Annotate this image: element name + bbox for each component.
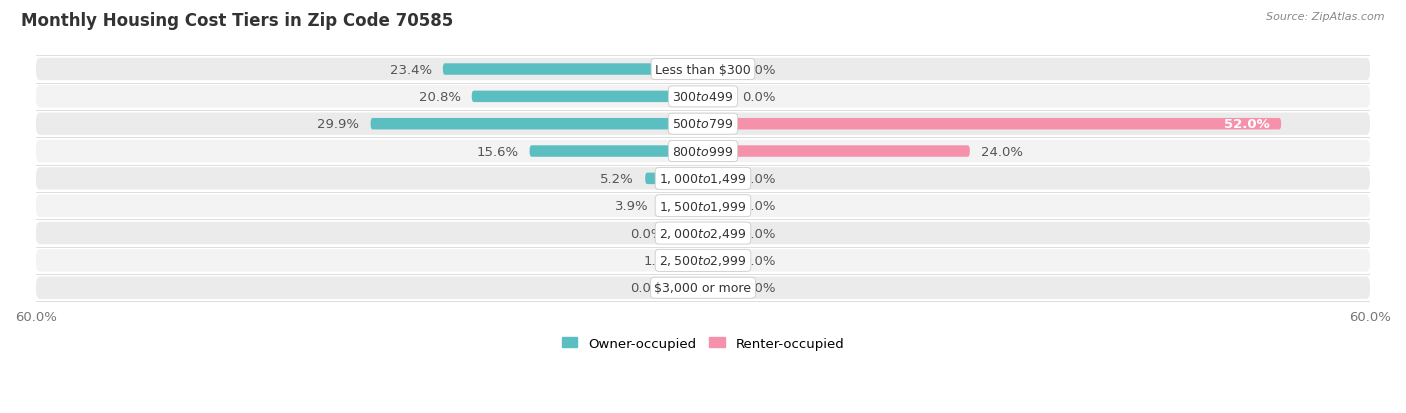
FancyBboxPatch shape [703,255,731,266]
Legend: Owner-occupied, Renter-occupied: Owner-occupied, Renter-occupied [557,331,849,355]
FancyBboxPatch shape [675,228,703,239]
FancyBboxPatch shape [37,140,1369,163]
Text: 0.0%: 0.0% [742,90,776,104]
Text: 0.0%: 0.0% [630,227,664,240]
FancyBboxPatch shape [472,91,703,103]
Text: 3.9%: 3.9% [614,200,648,213]
FancyBboxPatch shape [689,255,703,266]
FancyBboxPatch shape [530,146,703,157]
FancyBboxPatch shape [659,200,703,212]
Text: 0.0%: 0.0% [742,227,776,240]
Text: 0.0%: 0.0% [630,282,664,294]
Text: 24.0%: 24.0% [981,145,1024,158]
FancyBboxPatch shape [37,249,1369,272]
Text: 0.0%: 0.0% [742,200,776,213]
Text: 0.0%: 0.0% [742,282,776,294]
FancyBboxPatch shape [645,173,703,185]
Text: $1,000 to $1,499: $1,000 to $1,499 [659,172,747,186]
Text: 0.0%: 0.0% [742,63,776,76]
FancyBboxPatch shape [703,64,731,76]
Text: Less than $300: Less than $300 [655,63,751,76]
FancyBboxPatch shape [675,282,703,294]
Text: $500 to $799: $500 to $799 [672,118,734,131]
Text: 0.0%: 0.0% [742,173,776,185]
Text: 15.6%: 15.6% [477,145,519,158]
FancyBboxPatch shape [37,277,1369,299]
Text: 20.8%: 20.8% [419,90,461,104]
Text: $300 to $499: $300 to $499 [672,90,734,104]
Text: 52.0%: 52.0% [1225,118,1270,131]
FancyBboxPatch shape [37,222,1369,244]
Text: 5.2%: 5.2% [600,173,634,185]
FancyBboxPatch shape [703,146,970,157]
FancyBboxPatch shape [37,168,1369,190]
FancyBboxPatch shape [371,119,703,130]
Text: 23.4%: 23.4% [389,63,432,76]
Text: Source: ZipAtlas.com: Source: ZipAtlas.com [1267,12,1385,22]
FancyBboxPatch shape [37,113,1369,135]
Text: $3,000 or more: $3,000 or more [655,282,751,294]
Text: 29.9%: 29.9% [318,118,360,131]
Text: 0.0%: 0.0% [742,254,776,267]
FancyBboxPatch shape [37,86,1369,108]
FancyBboxPatch shape [703,200,731,212]
FancyBboxPatch shape [443,64,703,76]
FancyBboxPatch shape [703,173,731,185]
Text: 1.3%: 1.3% [644,254,678,267]
FancyBboxPatch shape [703,282,731,294]
Text: $1,500 to $1,999: $1,500 to $1,999 [659,199,747,213]
FancyBboxPatch shape [37,195,1369,217]
FancyBboxPatch shape [37,59,1369,81]
Text: $800 to $999: $800 to $999 [672,145,734,158]
FancyBboxPatch shape [703,91,731,103]
Text: $2,000 to $2,499: $2,000 to $2,499 [659,226,747,240]
Text: $2,500 to $2,999: $2,500 to $2,999 [659,254,747,268]
Text: Monthly Housing Cost Tiers in Zip Code 70585: Monthly Housing Cost Tiers in Zip Code 7… [21,12,453,30]
FancyBboxPatch shape [703,228,731,239]
FancyBboxPatch shape [703,119,1281,130]
